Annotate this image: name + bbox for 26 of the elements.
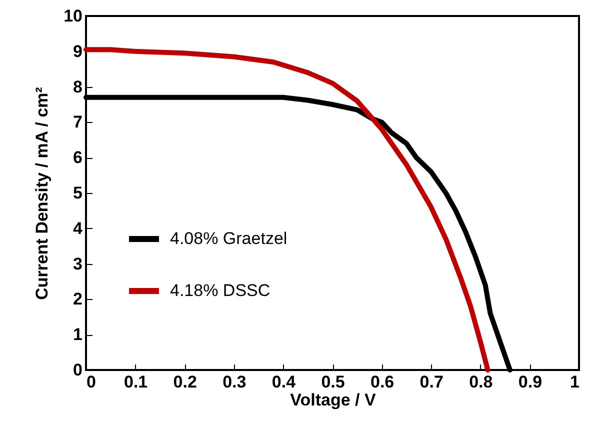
y-tick-label: 0 — [73, 360, 82, 380]
x-tick-label: 1 — [570, 372, 580, 392]
y-tick-label: 2 — [73, 290, 82, 309]
y-tick-label: 1 — [73, 325, 82, 344]
y-tick-label: 6 — [73, 148, 82, 168]
y-tick-label: 8 — [73, 77, 82, 96]
x-tick-label: 0 — [86, 372, 96, 392]
legend-label: 4.08% Graetzel — [170, 229, 288, 248]
x-tick-label: 0.8 — [469, 372, 493, 392]
y-tick-label: 5 — [73, 184, 82, 202]
legend-label: 4.18% DSSC — [170, 281, 270, 300]
y-axis-title: Current Density / mA / cm² — [32, 86, 52, 300]
x-tick-label: 0.9 — [518, 372, 542, 392]
x-tick-label: 0.7 — [420, 372, 444, 392]
y-tick-label: 9 — [73, 42, 82, 61]
x-tick-label: 0.4 — [272, 372, 296, 392]
x-tick-label: 0.3 — [222, 372, 246, 392]
y-tick-label: 10 — [64, 6, 82, 26]
y-tick-label: 3 — [73, 254, 82, 274]
x-tick-label: 0.6 — [370, 372, 394, 392]
x-tick-label: 0.1 — [124, 372, 148, 392]
y-tick-label: 4 — [73, 218, 84, 238]
x-axis-title: Voltage / V — [290, 390, 376, 410]
x-tick-label: 0.2 — [173, 372, 197, 392]
x-tick-label: 0.5 — [321, 372, 345, 392]
y-tick-label: 7 — [73, 112, 82, 132]
